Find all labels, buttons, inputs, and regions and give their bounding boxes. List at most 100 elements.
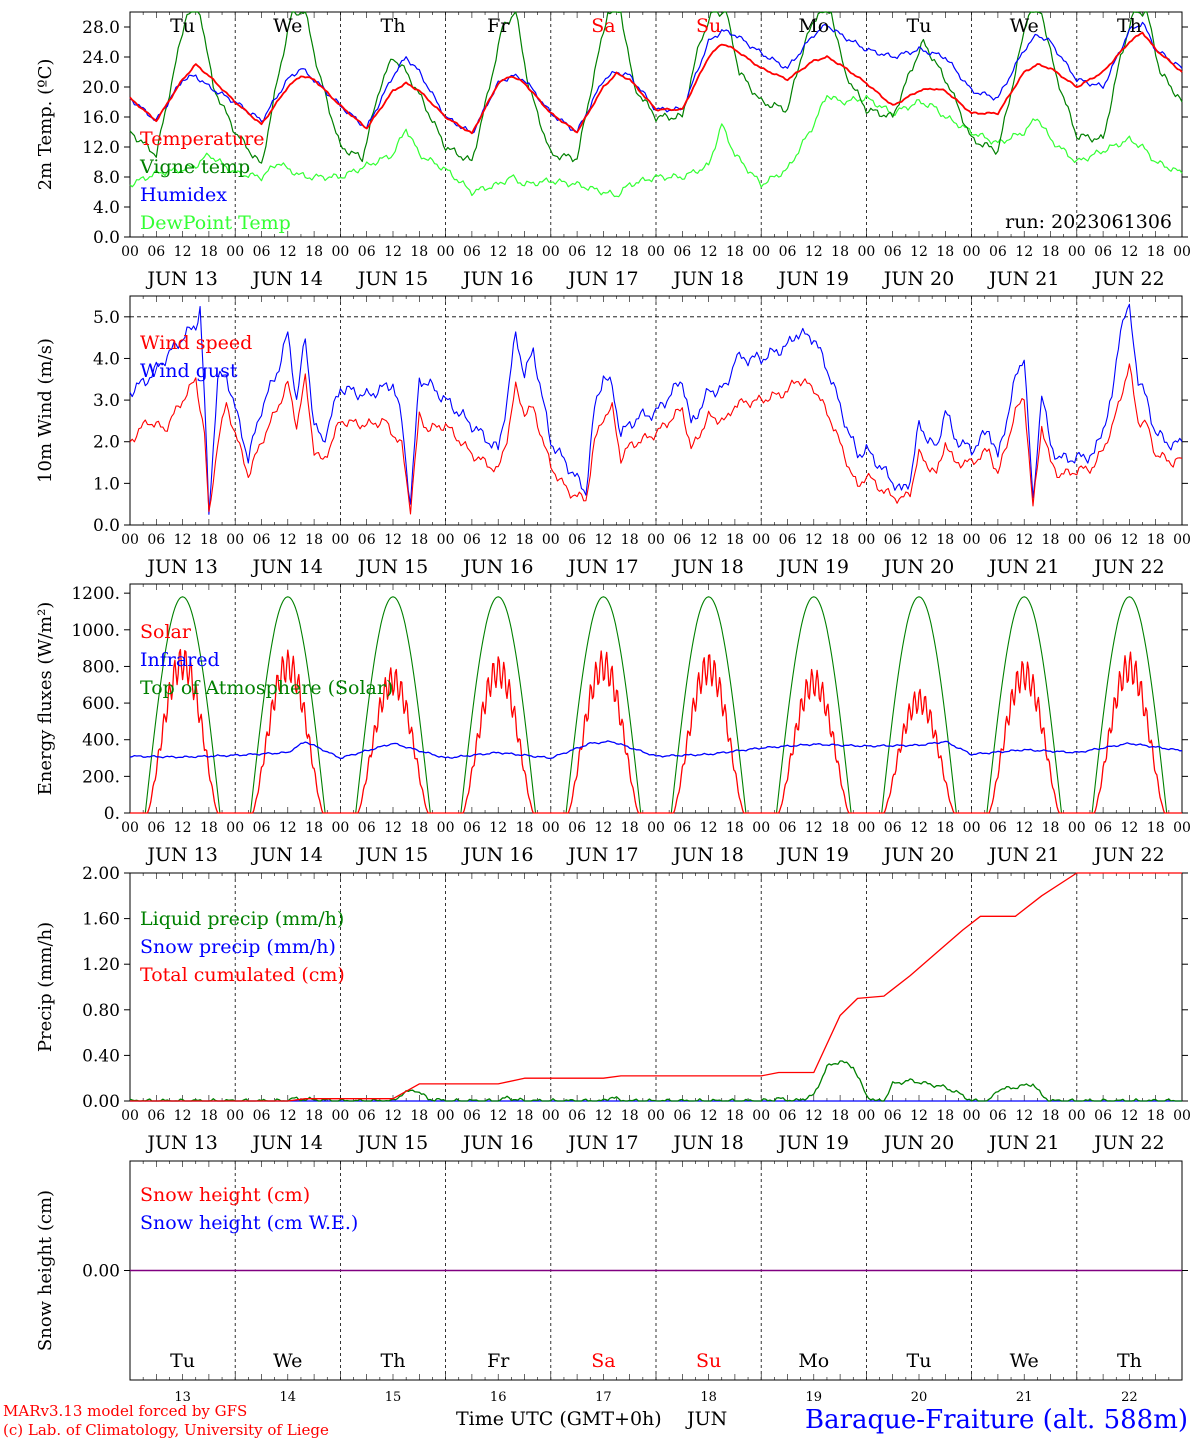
hour-label: 12 bbox=[1015, 532, 1033, 548]
weekday-label: Tu bbox=[170, 15, 195, 37]
hour-label: 12 bbox=[910, 820, 928, 836]
hour-label: 18 bbox=[516, 244, 534, 260]
date-label: JUN 14 bbox=[251, 556, 323, 578]
hour-label: 12 bbox=[805, 532, 823, 548]
hour-label: 06 bbox=[779, 820, 797, 836]
hour-label: 12 bbox=[489, 1108, 507, 1124]
date-label: JUN 22 bbox=[1092, 268, 1164, 290]
hour-label: 18 bbox=[1042, 244, 1060, 260]
hour-label: 18 bbox=[410, 532, 428, 548]
y-tick-label: 400. bbox=[82, 731, 120, 751]
hour-label: 00 bbox=[542, 244, 560, 260]
hour-label: 06 bbox=[253, 532, 271, 548]
series-line-solar bbox=[130, 648, 1182, 814]
legend-entry: Wind gust bbox=[140, 360, 238, 382]
date-label: JUN 17 bbox=[566, 844, 638, 866]
y-tick-label: 0.0 bbox=[93, 228, 120, 248]
hour-label: 12 bbox=[700, 244, 718, 260]
series-line-infrared bbox=[129, 740, 1183, 760]
y-axis-label: 2m Temp. (ºC) bbox=[35, 59, 56, 191]
hour-label: 18 bbox=[831, 244, 849, 260]
hour-label: 00 bbox=[1173, 244, 1191, 260]
hour-label: 18 bbox=[1147, 1108, 1165, 1124]
date-label: JUN 14 bbox=[251, 844, 323, 866]
date-label: JUN 17 bbox=[566, 556, 638, 578]
hour-label: 12 bbox=[700, 820, 718, 836]
weekday-label: Fr bbox=[487, 1350, 510, 1372]
hour-label: 12 bbox=[174, 1108, 192, 1124]
hour-label: 06 bbox=[884, 532, 902, 548]
hour-label: 00 bbox=[752, 1108, 770, 1124]
day-number: 17 bbox=[595, 1390, 612, 1405]
date-label: JUN 19 bbox=[777, 268, 849, 290]
y-tick-label: 8.0 bbox=[93, 168, 120, 188]
y-tick-label: 1000. bbox=[71, 621, 120, 641]
weekday-label: Th bbox=[381, 1350, 406, 1372]
date-label: JUN 17 bbox=[566, 268, 638, 290]
weekday-label: Tu bbox=[907, 1350, 932, 1372]
hour-label: 12 bbox=[489, 244, 507, 260]
weekday-label: Su bbox=[696, 1350, 721, 1372]
date-label: JUN 15 bbox=[356, 268, 428, 290]
hour-label: 06 bbox=[884, 820, 902, 836]
hour-label: 18 bbox=[516, 820, 534, 836]
hour-label: 18 bbox=[410, 244, 428, 260]
y-tick-label: 24.0 bbox=[82, 48, 120, 68]
hour-label: 00 bbox=[542, 532, 560, 548]
hour-label: 18 bbox=[1042, 1108, 1060, 1124]
hour-label: 00 bbox=[752, 244, 770, 260]
date-label: JUN 22 bbox=[1092, 556, 1164, 578]
hour-label: 18 bbox=[621, 1108, 639, 1124]
date-label: JUN 16 bbox=[461, 556, 533, 578]
hour-label: 00 bbox=[647, 1108, 665, 1124]
y-tick-label: 1.0 bbox=[93, 474, 120, 494]
hour-label: 12 bbox=[700, 532, 718, 548]
hour-label: 12 bbox=[805, 1108, 823, 1124]
day-number: 20 bbox=[911, 1390, 928, 1405]
series-line-temperature bbox=[129, 31, 1183, 135]
hour-label: 12 bbox=[279, 1108, 297, 1124]
hour-label: 06 bbox=[884, 1108, 902, 1124]
date-label: JUN 18 bbox=[671, 556, 743, 578]
hour-label: 06 bbox=[253, 820, 271, 836]
hour-label: 12 bbox=[805, 244, 823, 260]
day-number: 15 bbox=[385, 1390, 402, 1405]
series-line-vigne-temp bbox=[129, 11, 1183, 164]
hour-label: 00 bbox=[963, 532, 981, 548]
weekday-label: Tu bbox=[170, 1350, 195, 1372]
hour-label: 12 bbox=[594, 820, 612, 836]
hour-label: 12 bbox=[384, 1108, 402, 1124]
legend-entry: Humidex bbox=[140, 184, 227, 206]
weekday-label: Mo bbox=[798, 15, 829, 37]
hour-label: 12 bbox=[910, 244, 928, 260]
hour-label: 18 bbox=[726, 532, 744, 548]
date-label: JUN 16 bbox=[461, 1132, 533, 1154]
date-label: JUN 21 bbox=[987, 556, 1059, 578]
hour-label: 12 bbox=[1120, 244, 1138, 260]
hour-label: 18 bbox=[621, 244, 639, 260]
hour-label: 06 bbox=[147, 532, 165, 548]
weekday-label: Th bbox=[381, 15, 406, 37]
hour-label: 00 bbox=[121, 820, 139, 836]
weekday-label: Th bbox=[1117, 1350, 1142, 1372]
y-tick-label: 2.00 bbox=[82, 864, 120, 884]
date-label: JUN 15 bbox=[356, 844, 428, 866]
hour-label: 18 bbox=[305, 244, 323, 260]
hour-label: 00 bbox=[857, 820, 875, 836]
date-label: JUN 14 bbox=[251, 1132, 323, 1154]
y-tick-label: 0.00 bbox=[82, 1092, 120, 1112]
hour-label: 00 bbox=[1068, 1108, 1086, 1124]
hour-label: 06 bbox=[358, 532, 376, 548]
hour-label: 00 bbox=[331, 820, 349, 836]
y-tick-label: 5.0 bbox=[93, 308, 120, 328]
hour-label: 18 bbox=[726, 244, 744, 260]
hour-label: 12 bbox=[594, 532, 612, 548]
hour-label: 18 bbox=[516, 1108, 534, 1124]
hour-label: 18 bbox=[200, 1108, 218, 1124]
hour-label: 00 bbox=[121, 244, 139, 260]
hour-label: 12 bbox=[489, 820, 507, 836]
hour-label: 00 bbox=[647, 244, 665, 260]
hour-label: 00 bbox=[1173, 1108, 1191, 1124]
hour-label: 18 bbox=[410, 820, 428, 836]
series-line-total-cumulated-cm- bbox=[130, 872, 1182, 1102]
